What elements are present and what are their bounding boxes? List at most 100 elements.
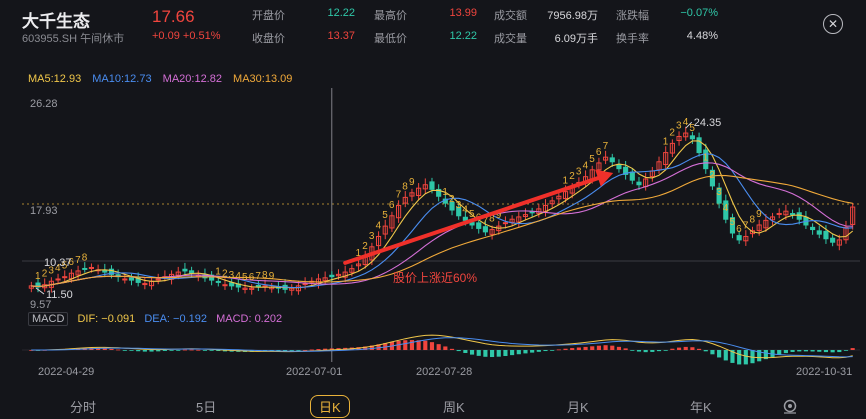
candle-body	[502, 222, 509, 225]
candle-body	[295, 285, 302, 292]
macd-histogram-bar	[136, 350, 141, 352]
candle-body	[482, 226, 488, 233]
td-count-number: 2	[362, 241, 368, 252]
macd-histogram-bar	[590, 346, 595, 350]
macd-histogram-bar	[797, 350, 802, 352]
candle-body	[135, 277, 141, 283]
macd-histogram-bar	[570, 348, 575, 350]
quote-label: 成交额	[494, 10, 527, 22]
macd-histogram-bar	[563, 348, 568, 350]
td-count-number: 1	[563, 176, 569, 187]
annotation-arrow-head	[595, 169, 614, 187]
candle-body	[816, 230, 822, 235]
close-icon[interactable]: ✕	[823, 14, 843, 34]
candle-body	[322, 277, 328, 282]
macd-histogram-bar	[423, 340, 428, 350]
candle-body	[462, 216, 468, 221]
candle-body	[776, 212, 782, 215]
td-count-number: 7	[255, 271, 261, 282]
date-label: 2022-07-01	[286, 366, 343, 378]
price-axis-top-label: 26.28	[30, 98, 58, 110]
tab-weekly-k[interactable]: 周K	[443, 400, 465, 415]
candle-body	[850, 206, 856, 225]
quote-value: 7956.98万	[547, 10, 598, 22]
candle-body	[830, 237, 836, 243]
td-count-number: 9	[269, 271, 275, 282]
macd-histogram-bar	[102, 348, 107, 350]
macd-histogram-bar	[790, 350, 795, 352]
macd-histogram-bar	[843, 350, 849, 351]
macd-histogram-bar	[296, 350, 301, 351]
td-count-number: 1	[442, 187, 448, 198]
candle-body	[62, 276, 68, 279]
tab-daily-k[interactable]: 日K	[310, 395, 350, 418]
macd-histogram-bar	[202, 350, 208, 351]
settings-icon[interactable]	[782, 398, 798, 414]
macd-indicator-button[interactable]: MACD	[28, 312, 69, 326]
macd-histogram-bar	[630, 350, 635, 351]
period-tab-bar: 分时 5日 日K 周K 月K 年K	[0, 392, 866, 419]
low-price-label: 10.37	[44, 257, 72, 269]
max-price-pointer	[685, 121, 693, 129]
macd-histogram-bar	[737, 350, 742, 365]
date-label: 2022-07-28	[416, 366, 473, 378]
macd-histogram-bar	[610, 345, 615, 350]
td-count-number: 4	[723, 203, 729, 214]
macd-histogram-bar	[803, 350, 808, 352]
ma20-line	[31, 162, 853, 287]
candle-body	[769, 216, 776, 221]
quote-label: 收盘价	[252, 33, 285, 45]
candle-body	[456, 206, 462, 217]
candle-body	[723, 200, 729, 220]
macd-histogram-bar	[656, 350, 662, 352]
td-count-number: 5	[62, 261, 68, 272]
macd-histogram-bar	[817, 350, 822, 352]
td-count-number: 8	[82, 253, 88, 264]
td-count-number: 6	[68, 257, 74, 268]
macd-histogram-bar	[490, 350, 495, 358]
price-axis-mid-label: 17.93	[30, 205, 58, 217]
ma10-label: MA10:12.73	[92, 73, 152, 85]
macd-histogram-bar	[616, 346, 622, 350]
dif-label: DIF: −0.091	[77, 313, 136, 325]
candle-body	[389, 215, 395, 229]
td-count-number: 9	[496, 210, 502, 221]
tab-intraday[interactable]: 分时	[70, 400, 97, 415]
td-count-number: 3	[676, 120, 682, 131]
tab-yearly-k[interactable]: 年K	[690, 400, 712, 415]
quote-value: 12.22	[327, 7, 355, 19]
td-count-number: 6	[389, 200, 395, 211]
candle-body	[242, 287, 248, 290]
candle-body	[222, 284, 228, 287]
macd-histogram-bar	[837, 350, 842, 353]
candle-body	[355, 263, 362, 267]
macd-histogram-bar	[449, 348, 455, 350]
candle-body	[629, 171, 635, 181]
macd-histogram-bar	[516, 350, 521, 355]
tab-monthly-k[interactable]: 月K	[567, 400, 589, 415]
candle-body	[342, 271, 348, 278]
td-count-number: 3	[716, 187, 722, 198]
macd-histogram-bar	[770, 350, 775, 357]
dea-line	[31, 337, 853, 358]
macd-histogram-bar	[777, 350, 782, 355]
candle-body	[249, 287, 255, 290]
quote-value: 12.22	[449, 30, 477, 42]
macd-histogram-bar	[697, 348, 702, 350]
annotation-arrow-shaft	[343, 173, 608, 265]
tab-5day[interactable]: 5日	[196, 400, 217, 415]
macd-histogram-bar	[483, 350, 488, 357]
candle-body	[836, 239, 842, 246]
ma5-line	[31, 140, 854, 289]
td-count-number: 6	[596, 147, 602, 158]
macd-histogram-bar	[757, 350, 762, 362]
macd-histogram-bar	[443, 346, 448, 350]
td-count-number: 5	[242, 272, 248, 283]
macd-histogram-bar	[703, 350, 708, 352]
date-label: 2022-10-31	[796, 366, 853, 378]
candle-body	[789, 213, 796, 216]
candle-body	[729, 217, 736, 234]
quote-label: 成交量	[494, 33, 527, 45]
candle-body	[556, 195, 562, 200]
